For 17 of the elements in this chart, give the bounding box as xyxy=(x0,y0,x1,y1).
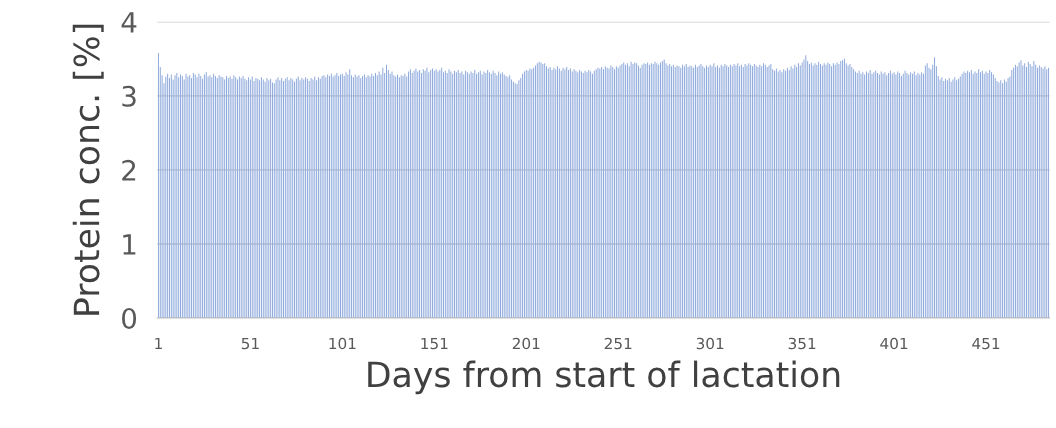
x-tick-label: 401 xyxy=(880,337,908,350)
x-tick-label: 101 xyxy=(329,337,356,350)
x-tick-label: 301 xyxy=(696,337,724,350)
x-tick-label: 1 xyxy=(155,337,162,350)
y-tick-label: 2 xyxy=(122,159,136,181)
y-tick-label: 3 xyxy=(122,85,136,107)
x-tick-label: 151 xyxy=(421,337,448,350)
x-tick-label: 251 xyxy=(604,337,632,350)
x-tick-label: 51 xyxy=(241,337,259,350)
x-tick-label: 201 xyxy=(512,337,540,350)
y-tick-label: 0 xyxy=(122,307,137,329)
x-tick-label: 451 xyxy=(972,337,1000,350)
y-axis-title: Protein conc. [%] xyxy=(72,24,104,315)
x-axis-title: Days from start of lactation xyxy=(368,360,840,395)
x-tick-label: 351 xyxy=(788,337,816,350)
y-tick-label: 1 xyxy=(123,234,136,255)
y-tick-label: 4 xyxy=(121,12,137,33)
